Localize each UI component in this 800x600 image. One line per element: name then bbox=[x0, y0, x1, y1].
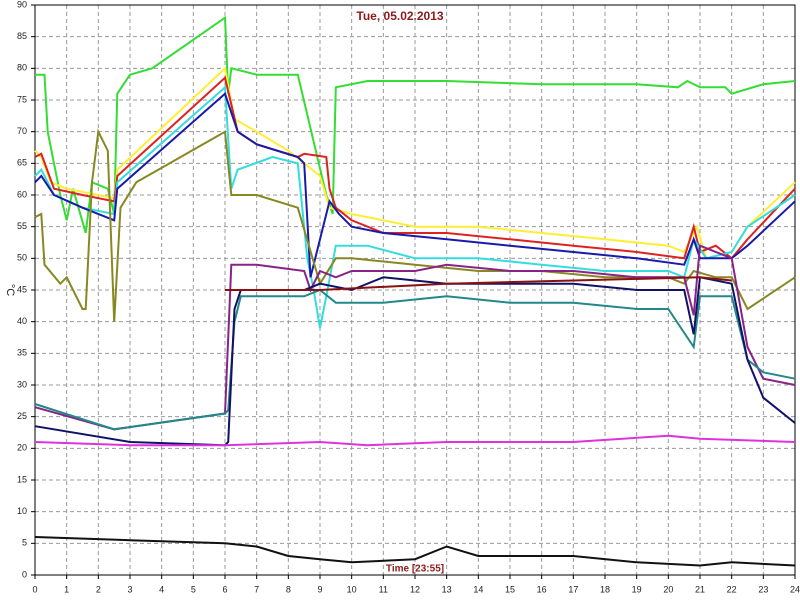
y-tick-label: 5 bbox=[22, 538, 27, 548]
x-tick-label: 17 bbox=[568, 584, 578, 594]
series-line bbox=[34, 66, 796, 260]
y-tick-label: 55 bbox=[17, 221, 27, 231]
y-tick-label: 0 bbox=[22, 569, 27, 579]
x-tick-label: 1 bbox=[64, 584, 69, 594]
y-tick-label: 90 bbox=[17, 0, 27, 9]
x-tick-label: 16 bbox=[537, 584, 547, 594]
plot-frame bbox=[34, 4, 796, 576]
series-line bbox=[225, 276, 732, 291]
x-tick-label: 22 bbox=[727, 584, 737, 594]
y-tick-label: 25 bbox=[17, 411, 27, 421]
series-line bbox=[34, 91, 796, 278]
x-tick-label: 4 bbox=[159, 584, 164, 594]
y-tick-label: 45 bbox=[17, 284, 27, 294]
y-axis-label: °C bbox=[4, 284, 16, 296]
x-tick-label: 2 bbox=[96, 584, 101, 594]
x-tick-label: 12 bbox=[410, 584, 420, 594]
x-tick-label: 13 bbox=[442, 584, 452, 594]
y-tick-label: 35 bbox=[17, 348, 27, 358]
x-tick-label: 11 bbox=[379, 584, 388, 594]
x-tick-label: 14 bbox=[473, 584, 483, 594]
x-tick-label: 18 bbox=[600, 584, 610, 594]
y-tick-label: 80 bbox=[17, 63, 27, 73]
x-tick-label: 7 bbox=[254, 584, 259, 594]
x-tick-label: 15 bbox=[505, 584, 515, 594]
series-line bbox=[34, 75, 796, 260]
x-tick-label: 19 bbox=[632, 584, 642, 594]
y-tick-label: 40 bbox=[17, 316, 27, 326]
x-axis-label: Time [23:55] bbox=[386, 564, 444, 575]
x-tick-label: 0 bbox=[32, 584, 37, 594]
chart-title: Tue, 05.02.2013 bbox=[356, 9, 443, 23]
y-tick-label: 70 bbox=[17, 126, 27, 136]
series-line bbox=[34, 128, 796, 322]
series-line bbox=[35, 15, 796, 234]
x-tick-label: 23 bbox=[758, 584, 768, 594]
x-tick-label: 5 bbox=[191, 584, 196, 594]
y-tick-label: 20 bbox=[17, 443, 27, 453]
x-tick-label: 3 bbox=[127, 584, 132, 594]
y-tick-label: 10 bbox=[17, 506, 27, 516]
series-line bbox=[34, 536, 796, 567]
x-tick-label: 6 bbox=[222, 584, 227, 594]
y-tick-label: 65 bbox=[17, 158, 27, 168]
y-tick-label: 60 bbox=[17, 189, 27, 199]
y-tick-label: 75 bbox=[17, 94, 27, 104]
x-tick-label: 8 bbox=[286, 584, 291, 594]
y-tick-label: 15 bbox=[17, 474, 27, 484]
x-tick-label: 9 bbox=[317, 584, 322, 594]
x-tick-label: 21 bbox=[695, 584, 705, 594]
x-tick-label: 24 bbox=[790, 584, 800, 594]
y-tick-label: 30 bbox=[17, 379, 27, 389]
series-line bbox=[34, 434, 796, 447]
y-tick-label: 85 bbox=[17, 31, 27, 41]
x-tick-label: 20 bbox=[663, 584, 673, 594]
series-line bbox=[34, 244, 796, 431]
y-tick-label: 50 bbox=[17, 253, 27, 263]
x-tick-label: 10 bbox=[347, 584, 357, 594]
